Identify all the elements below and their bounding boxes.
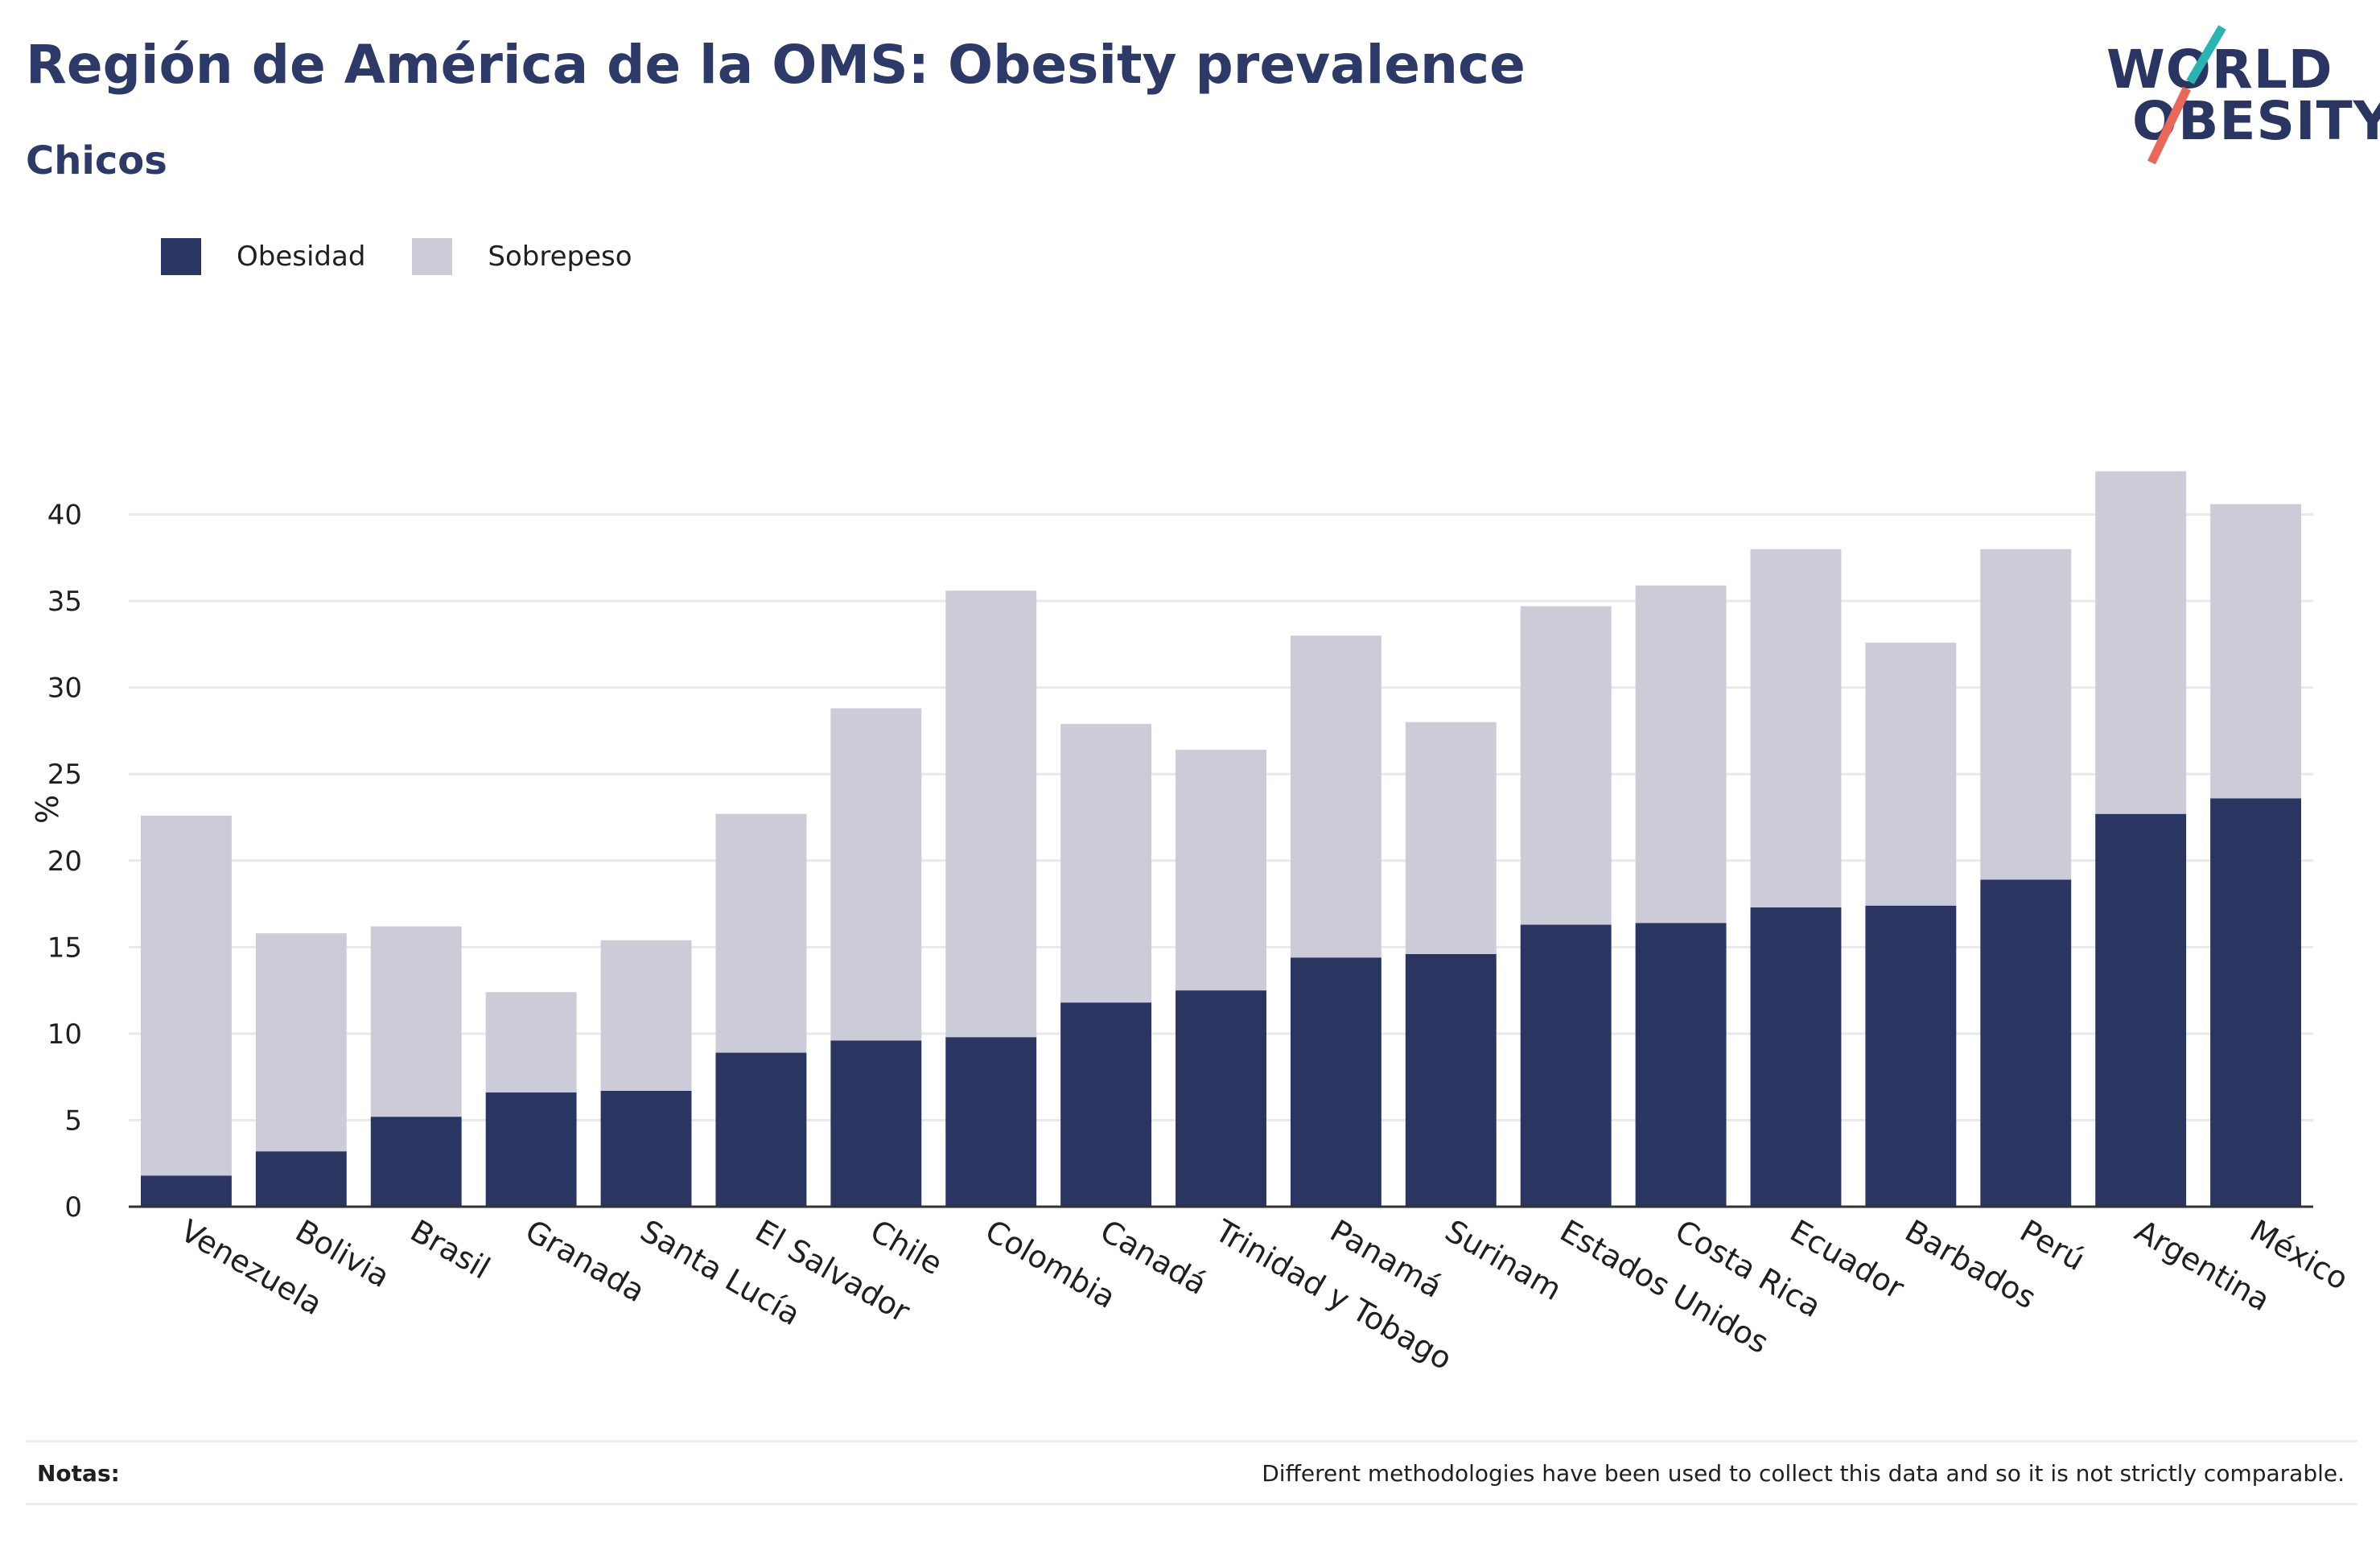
- bar-obesidad-11: [1405, 953, 1497, 1207]
- bar-sobrepeso-6: [830, 708, 922, 1041]
- bar-obesidad-3: [485, 1092, 577, 1207]
- bar-obesidad-4: [600, 1090, 692, 1207]
- x-tick-label: Granada: [520, 1213, 651, 1310]
- bar-obesidad-16: [1980, 879, 2072, 1207]
- bar-sobrepeso-8: [1060, 723, 1152, 1003]
- bar-sobrepeso-18: [2210, 504, 2301, 799]
- legend-swatch-sobrepeso: [412, 238, 453, 275]
- bar-obesidad-18: [2210, 798, 2301, 1207]
- logo-word-world: WORLD: [2106, 39, 2333, 101]
- x-tick-label: Brasil: [405, 1213, 496, 1286]
- y-tick-label: 30: [47, 673, 82, 705]
- bar-sobrepeso-0: [141, 815, 232, 1176]
- notes-label: Notas:: [37, 1460, 120, 1487]
- bar-sobrepeso-9: [1176, 750, 1266, 991]
- bar-sobrepeso-12: [1520, 606, 1612, 925]
- x-tick-label: Barbados: [1899, 1213, 2042, 1316]
- legend-label-obesidad: Obesidad: [237, 241, 366, 273]
- x-tick-label: Perú: [2014, 1213, 2090, 1278]
- x-tick-label: Estados Unidos: [1554, 1213, 1775, 1361]
- bar-obesidad-13: [1635, 923, 1727, 1207]
- y-tick-label: 0: [64, 1191, 82, 1224]
- bar-sobrepeso-3: [485, 992, 577, 1093]
- x-tick-label: Surinam: [1439, 1213, 1568, 1307]
- bar-sobrepeso-16: [1980, 549, 2072, 880]
- chart-legend: Obesidad Sobrepeso: [161, 238, 679, 275]
- bar-sobrepeso-15: [1865, 642, 1957, 906]
- notes-top-divider: [26, 1440, 2357, 1442]
- x-tick-label: Chile: [864, 1213, 948, 1282]
- legend-swatch-obesidad: [161, 238, 201, 275]
- bar-sobrepeso-17: [2095, 471, 2187, 814]
- y-tick-label: 35: [47, 586, 82, 618]
- chart-title: Región de América de la OMS: Obesity pre…: [26, 34, 1526, 96]
- bar-obesidad-10: [1290, 957, 1381, 1207]
- y-axis-label: %: [30, 795, 65, 824]
- y-tick-label: 40: [47, 500, 82, 532]
- y-tick-label: 10: [47, 1018, 82, 1051]
- bar-obesidad-0: [141, 1175, 232, 1207]
- chart-subtitle: Chicos: [26, 138, 167, 183]
- bar-obesidad-12: [1520, 924, 1612, 1207]
- bar-obesidad-1: [255, 1151, 347, 1207]
- bar-obesidad-14: [1750, 907, 1842, 1207]
- bar-sobrepeso-2: [370, 926, 462, 1117]
- y-tick-label: 15: [47, 932, 82, 964]
- x-tick-label: Colombia: [979, 1213, 1122, 1315]
- bar-obesidad-2: [370, 1117, 462, 1207]
- legend-item-obesidad[interactable]: Obesidad: [161, 238, 365, 275]
- bar-sobrepeso-10: [1290, 636, 1381, 958]
- bar-sobrepeso-11: [1405, 722, 1497, 954]
- notes-text: Different methodologies have been used t…: [1262, 1460, 2345, 1487]
- bar-sobrepeso-1: [255, 933, 347, 1152]
- y-tick-label: 20: [47, 846, 82, 878]
- bar-obesidad-9: [1176, 990, 1266, 1207]
- bar-obesidad-5: [715, 1052, 807, 1207]
- bar-sobrepeso-5: [715, 813, 807, 1053]
- bar-sobrepeso-13: [1635, 585, 1727, 924]
- y-tick-label: 25: [47, 759, 82, 791]
- logo-slash-icon: [2147, 25, 2226, 165]
- legend-label-sobrepeso: Sobrepeso: [488, 241, 632, 273]
- bar-sobrepeso-14: [1750, 549, 1842, 907]
- legend-item-sobrepeso[interactable]: Sobrepeso: [412, 238, 632, 275]
- notes-bottom-divider: [26, 1503, 2357, 1505]
- bar-obesidad-15: [1865, 905, 1957, 1207]
- y-tick-label: 5: [64, 1105, 82, 1137]
- bar-sobrepeso-7: [945, 590, 1037, 1038]
- world-obesity-logo: WORLD OBESITY: [2092, 24, 2380, 169]
- bar-obesidad-8: [1060, 1002, 1152, 1207]
- bar-obesidad-17: [2095, 813, 2187, 1207]
- bar-obesidad-7: [945, 1037, 1037, 1207]
- bar-obesidad-6: [830, 1040, 922, 1207]
- bar-sobrepeso-4: [600, 940, 692, 1091]
